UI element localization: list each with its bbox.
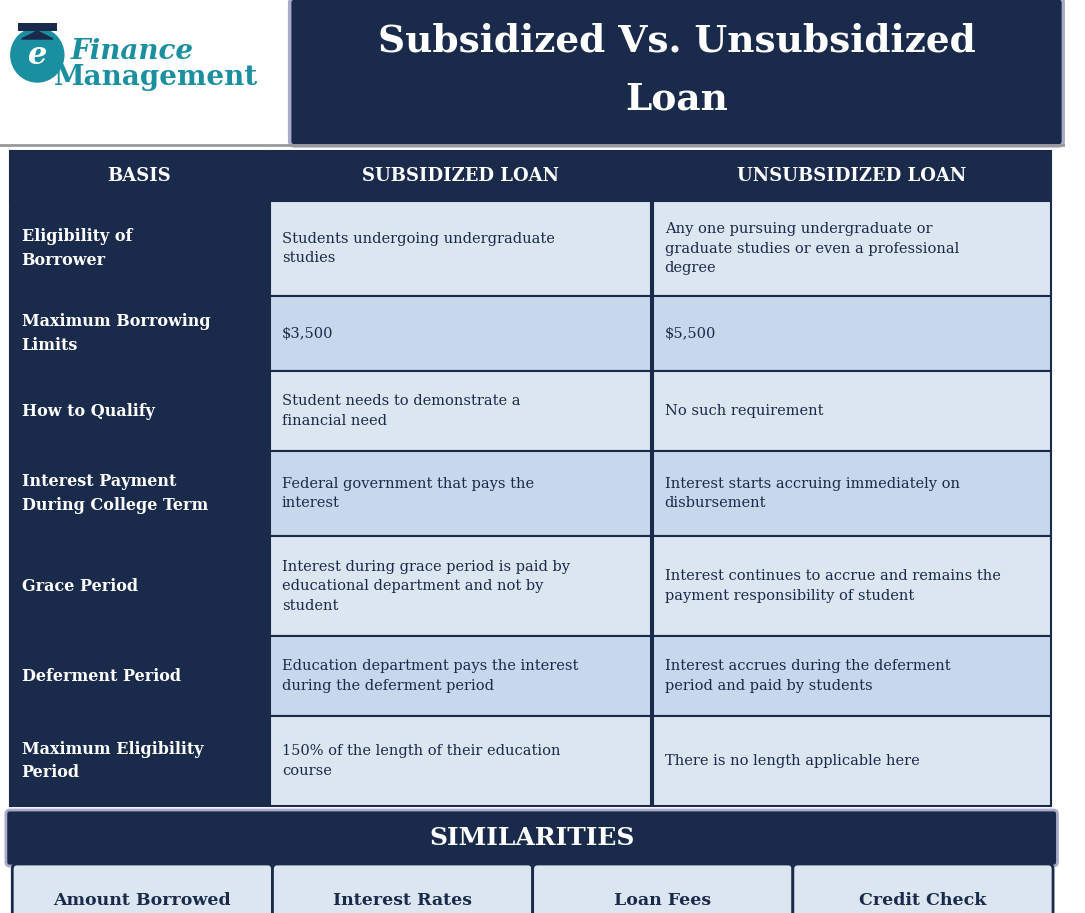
Text: Amount Borrowed: Amount Borrowed — [53, 891, 231, 908]
Bar — [10, 716, 268, 806]
Bar — [270, 636, 651, 716]
Text: Management: Management — [54, 64, 258, 90]
Text: Interest accrues during the deferment
period and paid by students: Interest accrues during the deferment pe… — [665, 659, 950, 693]
Text: No such requirement: No such requirement — [665, 404, 824, 418]
Text: SUBSIDIZED LOAN: SUBSIDIZED LOAN — [362, 167, 559, 185]
FancyBboxPatch shape — [793, 864, 1054, 913]
Bar — [653, 716, 1050, 806]
Text: Credit Check: Credit Check — [859, 891, 986, 908]
Text: Grace Period: Grace Period — [22, 578, 138, 594]
Bar — [17, 23, 56, 31]
Text: $5,500: $5,500 — [665, 327, 716, 341]
Bar — [270, 371, 651, 451]
Text: There is no length applicable here: There is no length applicable here — [665, 754, 919, 768]
Bar — [653, 201, 1050, 296]
Text: Loan Fees: Loan Fees — [614, 891, 712, 908]
Text: BASIS: BASIS — [107, 167, 170, 185]
Bar — [653, 296, 1050, 371]
Bar — [10, 151, 268, 201]
Text: Any one pursuing undergraduate or
graduate studies or even a professional
degree: Any one pursuing undergraduate or gradua… — [665, 222, 959, 275]
Bar — [270, 451, 651, 536]
Text: Federal government that pays the
interest: Federal government that pays the interes… — [282, 477, 534, 510]
Text: Interest Payment
During College Term: Interest Payment During College Term — [22, 473, 208, 514]
Text: UNSUBSIDIZED LOAN: UNSUBSIDIZED LOAN — [737, 167, 967, 185]
FancyBboxPatch shape — [272, 864, 533, 913]
Text: Eligibility of
Borrower: Eligibility of Borrower — [22, 228, 132, 268]
Text: Students undergoing undergraduate
studies: Students undergoing undergraduate studie… — [282, 232, 554, 266]
Text: How to Qualify: How to Qualify — [22, 403, 154, 419]
Text: Interest during grace period is paid by
educational department and not by
studen: Interest during grace period is paid by … — [282, 560, 570, 613]
FancyBboxPatch shape — [533, 864, 793, 913]
Bar — [653, 451, 1050, 536]
Text: $3,500: $3,500 — [282, 327, 333, 341]
Bar — [10, 201, 268, 296]
Bar — [653, 636, 1050, 716]
FancyBboxPatch shape — [290, 0, 1063, 146]
Bar — [10, 536, 268, 636]
Text: e: e — [27, 39, 47, 70]
Bar — [653, 371, 1050, 451]
FancyBboxPatch shape — [12, 864, 272, 913]
Bar — [10, 296, 268, 371]
FancyBboxPatch shape — [5, 810, 1058, 866]
Bar — [653, 151, 1050, 201]
Text: Maximum Eligibility
Period: Maximum Eligibility Period — [22, 740, 203, 782]
Text: SIMILARITIES: SIMILARITIES — [430, 826, 635, 850]
Text: Maximum Borrowing
Limits: Maximum Borrowing Limits — [22, 313, 210, 353]
Bar — [270, 296, 651, 371]
Bar — [270, 716, 651, 806]
Polygon shape — [22, 31, 53, 39]
Text: Finance: Finance — [71, 37, 194, 65]
Bar — [653, 536, 1050, 636]
Text: Student needs to demonstrate a
financial need: Student needs to demonstrate a financial… — [282, 394, 521, 428]
Bar — [270, 536, 651, 636]
Text: 150% of the length of their education
course: 150% of the length of their education co… — [282, 744, 560, 778]
Text: Interest Rates: Interest Rates — [333, 891, 472, 908]
Bar — [10, 451, 268, 536]
Text: Education department pays the interest
during the deferment period: Education department pays the interest d… — [282, 659, 578, 693]
Bar — [270, 151, 651, 201]
Text: Interest continues to accrue and remains the
payment responsibility of student: Interest continues to accrue and remains… — [665, 569, 1000, 603]
Bar — [0, 0, 290, 143]
Bar — [270, 201, 651, 296]
Text: Deferment Period: Deferment Period — [22, 667, 181, 685]
Bar — [10, 636, 268, 716]
Bar — [10, 371, 268, 451]
Text: Interest starts accruing immediately on
disbursement: Interest starts accruing immediately on … — [665, 477, 960, 510]
Text: Subsidized Vs. Unsubsidized
Loan: Subsidized Vs. Unsubsidized Loan — [378, 23, 975, 117]
Circle shape — [11, 28, 64, 82]
